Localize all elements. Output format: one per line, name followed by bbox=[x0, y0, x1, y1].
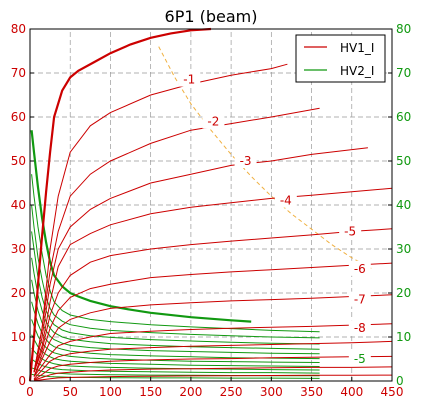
hv1-curve-label: -8 bbox=[354, 321, 366, 335]
hv2-series-line bbox=[31, 174, 320, 333]
hv1-curve-label-bg bbox=[348, 291, 371, 307]
hv1-curve-label-bg bbox=[178, 71, 201, 87]
x-tick-label: 350 bbox=[300, 385, 323, 399]
x-tick-label: 250 bbox=[220, 385, 243, 399]
x-tick-label: 300 bbox=[260, 385, 283, 399]
y-right-tick-label: 20 bbox=[396, 286, 411, 300]
y-left-tick-label: 40 bbox=[11, 198, 26, 212]
hv2-curves bbox=[30, 130, 320, 379]
hv2-curve-label-bg bbox=[348, 351, 371, 366]
hv1-curve-label-bg bbox=[202, 113, 225, 129]
hv1-curve-label-bg bbox=[234, 153, 257, 168]
y-left-tick-label: 80 bbox=[11, 22, 26, 36]
curve-labels: -1 -2 -3 -4 -5 -6 -7 -8 -5 bbox=[178, 71, 371, 366]
hv1-series-line bbox=[33, 262, 393, 377]
x-tick-label: 200 bbox=[179, 385, 202, 399]
power-limit-layer bbox=[158, 46, 373, 270]
hv2-series-line bbox=[31, 257, 320, 350]
hv1-curves bbox=[28, 27, 393, 382]
legend-label-hv2: HV2_I bbox=[340, 64, 374, 78]
hv2-series-line bbox=[31, 231, 320, 345]
hv1-curve-label: -7 bbox=[354, 293, 366, 307]
hv1-curve-label-bg bbox=[274, 192, 297, 208]
hv1-curve-label: -2 bbox=[207, 114, 219, 128]
x-tick-label: 0 bbox=[26, 385, 34, 399]
y-right-tick-label: 70 bbox=[396, 66, 411, 80]
hv1-curve-label: -6 bbox=[354, 262, 366, 276]
power-limit-curve bbox=[158, 46, 373, 270]
y-right-tick-label: 40 bbox=[396, 198, 411, 212]
x-tick-label: 50 bbox=[63, 385, 78, 399]
y-right-tick-label: 30 bbox=[396, 242, 411, 256]
y-right-tick-label: 0 bbox=[396, 374, 404, 388]
axis-ticks: 0 50 100 150 200 250 300 350 400 4500102030405060… bbox=[11, 22, 412, 399]
hv1-curve-label: -4 bbox=[280, 194, 292, 208]
hv1-series-line bbox=[33, 366, 393, 381]
hv1-series-line bbox=[33, 323, 393, 377]
hv1-series-line bbox=[33, 294, 393, 377]
hv1-series-line bbox=[33, 228, 393, 373]
chart-title: 6P1 (beam) bbox=[165, 7, 258, 26]
hv1-series-line bbox=[33, 107, 320, 373]
y-right-tick-label: 60 bbox=[396, 110, 411, 124]
legend: HV1_I HV2_I bbox=[295, 34, 386, 83]
hv2-curve-label: -5 bbox=[354, 352, 366, 366]
hv2-series-line bbox=[31, 279, 320, 355]
hv1-curve-label-bg bbox=[339, 223, 362, 239]
hv1-main-line bbox=[28, 27, 212, 382]
x-tick-label: 450 bbox=[381, 385, 404, 399]
y-right-tick-label: 10 bbox=[396, 330, 411, 344]
hv2-series-line bbox=[31, 301, 320, 360]
y-left-tick-label: 70 bbox=[11, 66, 26, 80]
y-left-tick-label: 10 bbox=[11, 330, 26, 344]
hv1-curve-label: -3 bbox=[240, 154, 252, 168]
x-tick-label: 150 bbox=[139, 385, 162, 399]
hv1-curve-label: -5 bbox=[344, 224, 356, 238]
x-tick-label: 400 bbox=[340, 385, 363, 399]
y-left-tick-label: 50 bbox=[11, 154, 26, 168]
y-left-tick-label: 60 bbox=[11, 110, 26, 124]
hv1-series-line bbox=[33, 63, 288, 373]
hv2-main-line bbox=[30, 130, 252, 323]
y-right-tick-label: 50 bbox=[396, 154, 411, 168]
legend-label-hv1: HV1_I bbox=[340, 41, 374, 55]
hv1-curve-label-bg bbox=[348, 320, 371, 336]
y-left-tick-label: 30 bbox=[11, 242, 26, 256]
hv1-series-line bbox=[33, 355, 393, 381]
hv2-series-line bbox=[31, 334, 320, 367]
hv1-series-line bbox=[33, 374, 393, 382]
y-left-tick-label: 0 bbox=[18, 374, 26, 388]
hv1-curve-label-bg bbox=[348, 260, 371, 276]
hv1-series-line bbox=[33, 340, 393, 380]
y-left-tick-label: 20 bbox=[11, 286, 26, 300]
y-right-tick-label: 80 bbox=[396, 22, 411, 36]
hv1-series-line bbox=[33, 187, 393, 373]
hv1-curve-label: -1 bbox=[183, 73, 195, 87]
hv1-series-line bbox=[33, 147, 368, 373]
x-tick-label: 100 bbox=[99, 385, 122, 399]
legend-box bbox=[295, 34, 386, 83]
